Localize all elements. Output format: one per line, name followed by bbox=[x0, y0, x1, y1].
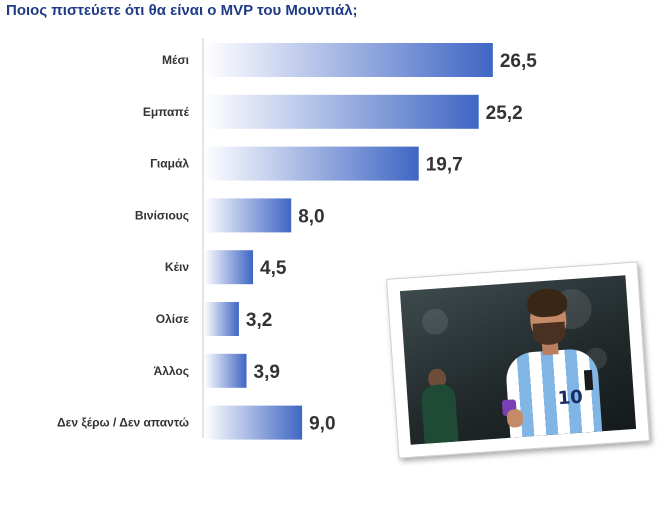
bar-4 bbox=[204, 250, 254, 285]
bar-0 bbox=[204, 43, 493, 77]
value-label-0: 26,5 bbox=[500, 51, 537, 72]
photo-frame: 10 bbox=[386, 261, 650, 459]
value-label-4: 4,5 bbox=[260, 258, 287, 279]
value-label-1: 25,2 bbox=[486, 103, 523, 124]
bar-2 bbox=[204, 146, 419, 181]
value-label-6: 3,9 bbox=[254, 362, 280, 383]
category-label-2: Γιαμάλ bbox=[150, 157, 189, 171]
bar-5 bbox=[204, 302, 239, 336]
bar-1 bbox=[204, 94, 479, 129]
category-label-3: Βινίσιους bbox=[135, 208, 189, 222]
value-label-7: 9,0 bbox=[309, 414, 335, 435]
category-label-1: Εμπαπέ bbox=[143, 105, 190, 119]
category-label-5: Ολίσε bbox=[156, 312, 190, 326]
category-label-0: Μέσι bbox=[162, 53, 189, 67]
bar-7 bbox=[204, 405, 303, 440]
category-label-4: Κέιν bbox=[165, 260, 189, 274]
chart-title: Ποιος πιστεύετε ότι θα είναι ο MVP του Μ… bbox=[6, 2, 358, 19]
category-label-7: Δεν ξέρω / Δεν απαντώ bbox=[57, 416, 189, 430]
value-label-3: 8,0 bbox=[298, 206, 324, 227]
bar-6 bbox=[204, 353, 247, 388]
football-player-photo: 10 bbox=[399, 275, 637, 445]
value-label-2: 19,7 bbox=[426, 155, 463, 176]
category-label-6: Άλλος bbox=[154, 364, 189, 378]
value-label-5: 3,2 bbox=[246, 310, 272, 331]
bar-3 bbox=[204, 198, 292, 233]
